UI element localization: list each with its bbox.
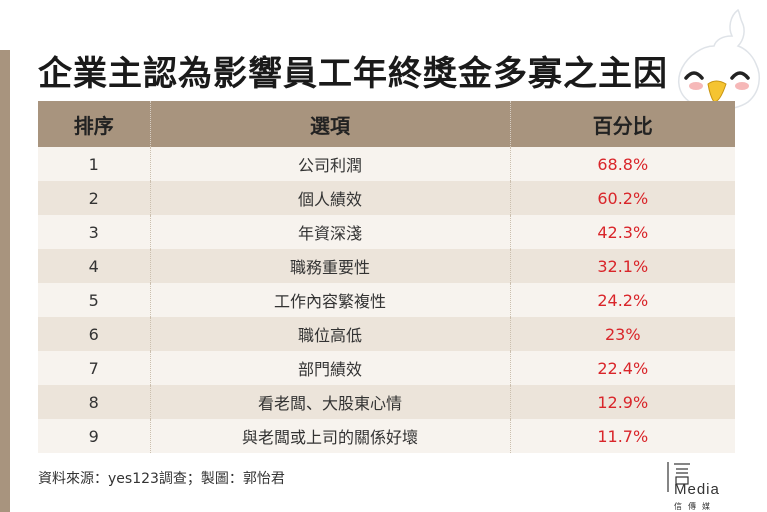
source-note: 資料來源：yes123調查；製圖：郭怡君 [38,471,285,487]
percent-cell: 23% [509,317,735,351]
rank-cell: 4 [38,249,150,283]
table-row: 3 年資深淺 42.3% [38,215,735,249]
header-percent: 百分比 [509,101,735,147]
left-accent-bar [0,50,10,512]
rank-cell: 3 [38,215,150,249]
option-cell: 職務重要性 [149,249,510,283]
rank-cell: 2 [38,181,150,215]
percent-cell: 12.9% [509,385,735,419]
option-cell: 看老闆、大股東心情 [149,385,510,419]
page-title: 企業主認為影響員工年終獎金多寡之主因 [38,54,668,94]
table-row: 7 部門績效 22.4% [38,351,735,385]
ranking-table: 排序 選項 百分比 1 公司利潤 68.8% 2 個人績效 60.2% 3 年資… [38,101,735,453]
rank-cell: 9 [38,419,150,453]
table-row: 1 公司利潤 68.8% [38,147,735,181]
bird-mascot-icon [677,8,761,111]
table-row: 4 職務重要性 32.1% [38,249,735,283]
percent-cell: 60.2% [509,181,735,215]
table-row: 5 工作內容繁複性 24.2% [38,283,735,317]
option-cell: 工作內容繁複性 [149,283,510,317]
option-cell: 部門績效 [149,351,510,385]
option-cell: 職位高低 [149,317,510,351]
rank-cell: 5 [38,283,150,317]
rank-cell: 1 [38,147,150,181]
table-row: 8 看老闆、大股東心情 12.9% [38,385,735,419]
percent-cell: 22.4% [509,351,735,385]
percent-cell: 32.1% [509,249,735,283]
table-header-row: 排序 選項 百分比 [38,101,735,147]
percent-cell: 42.3% [509,215,735,249]
table-row: 2 個人績效 60.2% [38,181,735,215]
percent-cell: 68.8% [509,147,735,181]
logo-subtext: 信 傳 媒 [674,501,712,511]
table-row: 9 與老闆或上司的關係好壞 11.7% [38,419,735,453]
rank-cell: 8 [38,385,150,419]
percent-cell: 24.2% [509,283,735,317]
table-row: 6 職位高低 23% [38,317,735,351]
rank-cell: 6 [38,317,150,351]
header-option: 選項 [149,101,510,147]
option-cell: 個人績效 [149,181,510,215]
option-cell: 與老闆或上司的關係好壞 [149,419,510,453]
header-rank: 排序 [38,101,150,147]
percent-cell: 11.7% [509,419,735,453]
option-cell: 年資深淺 [149,215,510,249]
option-cell: 公司利潤 [149,147,510,181]
logo-text: Media [674,481,720,498]
media-logo: Media 信 傳 媒 [667,462,720,511]
rank-cell: 7 [38,351,150,385]
